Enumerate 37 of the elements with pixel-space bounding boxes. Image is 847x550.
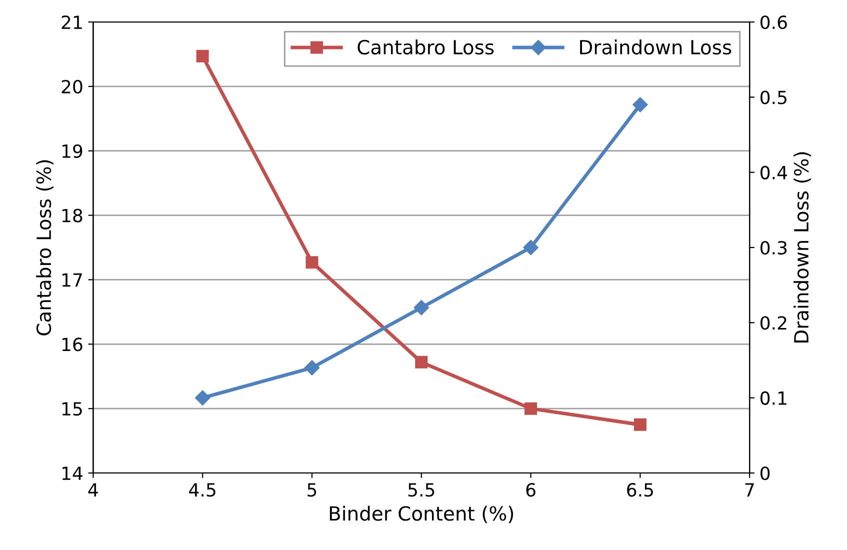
y2-tick-label: 0.5 <box>760 90 786 104</box>
y2-tick-label: 0.1 <box>760 391 786 405</box>
point <box>524 402 538 415</box>
y2-tick-label: 0.6 <box>760 15 787 30</box>
point <box>523 240 538 256</box>
x-tick-label: 6 <box>526 483 536 497</box>
y2-tick-label: 0.4 <box>760 166 788 180</box>
x-tick-label: 4 <box>88 483 98 496</box>
point <box>196 50 209 62</box>
y-axis-title: Cantabro Loss (%) <box>36 160 54 336</box>
x-tick-label: 6.5 <box>627 483 653 497</box>
y2-tick-label: 0.2 <box>760 316 786 330</box>
x-tick-label: 5.5 <box>408 483 434 497</box>
x-tick-label: 4.5 <box>189 483 216 497</box>
point <box>304 360 320 376</box>
y-tick-label: 19 <box>62 144 82 158</box>
y2-tick-label: 0 <box>760 466 770 480</box>
legend-label: Draindown Loss <box>580 40 732 55</box>
y-tick-label: 20 <box>62 80 82 94</box>
point <box>632 97 648 112</box>
y2-axis-title: Draindown Loss (%) <box>794 152 811 342</box>
point <box>634 418 646 431</box>
point <box>306 256 318 269</box>
x-axis-title: Binder Content (%) <box>330 506 514 524</box>
point <box>414 300 429 316</box>
legend-label: Cantabro Loss <box>358 40 494 55</box>
y-tick-label: 17 <box>62 273 82 287</box>
y2-tick-label: 0.3 <box>760 240 787 255</box>
point <box>195 390 210 406</box>
y-tick-label: 16 <box>62 338 82 352</box>
y-tick-label: 15 <box>62 402 82 416</box>
x-tick-label: 7 <box>745 483 754 496</box>
point <box>415 356 428 368</box>
y-tick-label: 21 <box>62 15 82 29</box>
y-tick-label: 18 <box>62 208 82 222</box>
y-tick-label: 14 <box>62 466 82 480</box>
x-tick-label: 5 <box>308 483 316 497</box>
